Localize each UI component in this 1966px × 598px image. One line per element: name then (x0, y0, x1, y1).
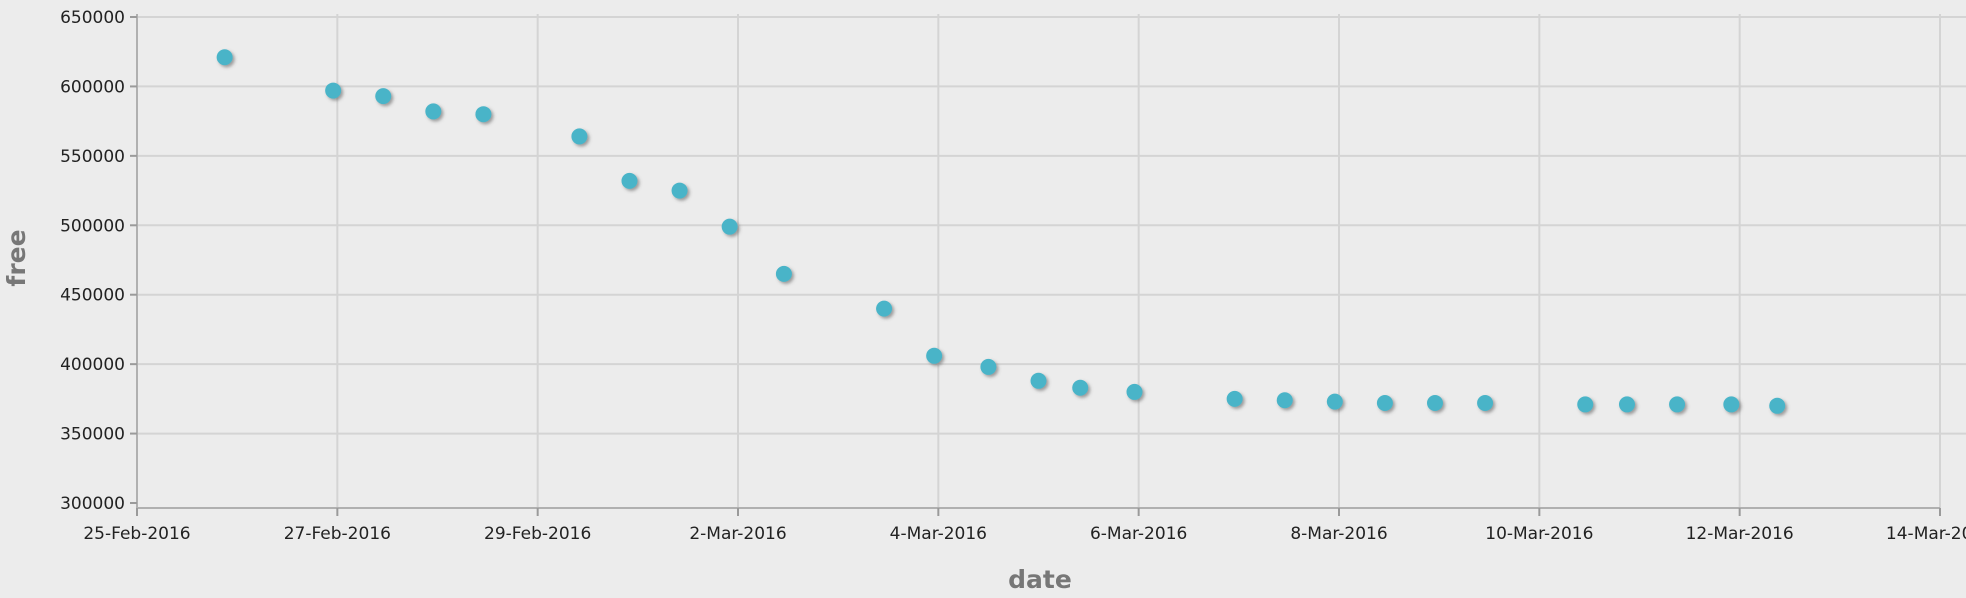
x-axis-ticks: 25-Feb-2016 27-Feb-2016 29-Feb-2016 2-Mar-2… (83, 508, 1966, 544)
data-point (325, 82, 342, 99)
data-point (721, 218, 738, 235)
data-point (1376, 395, 1393, 412)
x-tick-label: 2-Mar-2016 (689, 524, 786, 544)
data-point (1226, 390, 1243, 407)
y-tick-label: 600000 (60, 77, 125, 97)
data-point (980, 358, 997, 375)
x-tick-label: 12-Mar-2016 (1686, 524, 1794, 544)
y-tick-label: 300000 (60, 494, 125, 514)
data-point (926, 347, 943, 364)
data-point (671, 182, 688, 199)
data-point (1477, 395, 1494, 412)
x-tick-label: 14-Mar-2016 (1886, 524, 1966, 544)
x-tick-label: 8-Mar-2016 (1290, 524, 1387, 544)
data-point (1276, 392, 1293, 409)
data-point (375, 88, 392, 105)
y-tick-label: 350000 (60, 425, 125, 445)
x-axis-title: date (1008, 565, 1072, 594)
data-point (621, 172, 638, 189)
y-axis-ticks: 300000 350000 400000 450000 500000 550000 6000… (60, 8, 137, 514)
gridlines (137, 14, 1966, 508)
data-points (216, 49, 1786, 414)
x-tick-label: 29-Feb-2016 (484, 524, 591, 544)
data-point (1126, 383, 1143, 400)
data-point (1326, 393, 1343, 410)
data-point (1723, 396, 1740, 413)
data-point (1030, 372, 1047, 389)
data-point (216, 49, 233, 66)
x-tick-label: 27-Feb-2016 (284, 524, 391, 544)
data-point (571, 128, 588, 145)
data-point (1618, 396, 1635, 413)
y-tick-label: 450000 (60, 286, 125, 306)
y-tick-label: 650000 (60, 8, 125, 28)
y-tick-label: 500000 (60, 216, 125, 236)
x-tick-label: 4-Mar-2016 (890, 524, 987, 544)
data-point (1426, 395, 1443, 412)
data-point (475, 106, 492, 123)
data-point (775, 265, 792, 282)
data-point (1072, 379, 1089, 396)
data-point (1669, 396, 1686, 413)
data-point (876, 300, 893, 317)
x-tick-label: 25-Feb-2016 (83, 524, 190, 544)
x-tick-label: 6-Mar-2016 (1090, 524, 1187, 544)
data-point (425, 103, 442, 120)
y-axis-title: free (2, 229, 31, 286)
data-point (1769, 397, 1786, 414)
x-tick-label: 10-Mar-2016 (1485, 524, 1593, 544)
y-tick-label: 400000 (60, 355, 125, 375)
y-tick-label: 550000 (60, 147, 125, 167)
axes (136, 14, 1940, 509)
data-point (1577, 396, 1594, 413)
